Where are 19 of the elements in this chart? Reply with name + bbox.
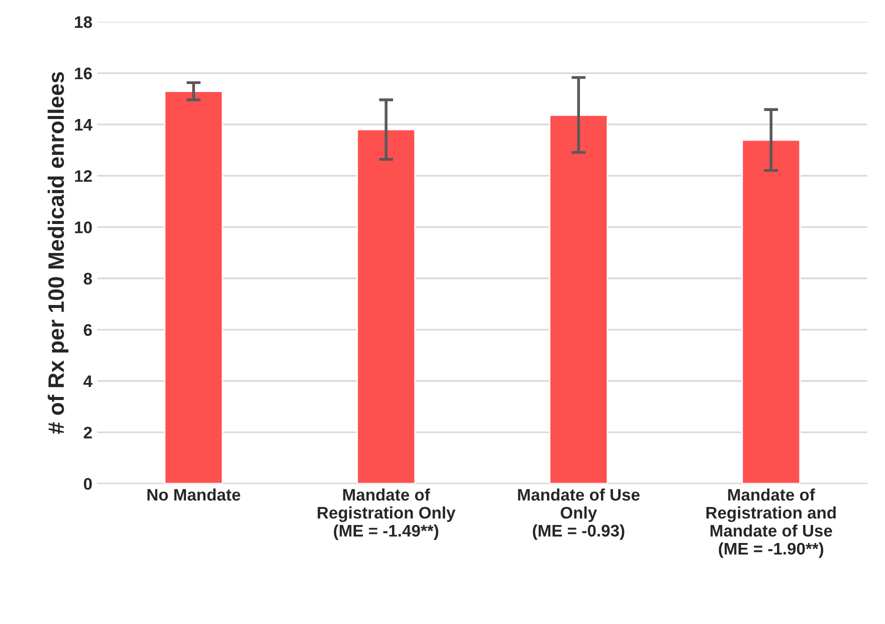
x-tick-label: No Mandate	[147, 488, 240, 501]
x-tick-label: Mandate of Registration Only (ME = -1.49**)	[318, 488, 456, 540]
y-axis-title: # of Rx per 100 Medicaid enrollees	[48, 72, 68, 434]
y-tick-label: 8	[84, 272, 92, 285]
x-tick-label: Mandate of Use Only (ME = -0.93)	[518, 488, 640, 540]
y-tick-label: 10	[75, 221, 92, 234]
y-tick-label: 12	[75, 170, 92, 182]
x-tick-label: Mandate of Registration and Mandate of Use (ME = -1.90**)	[706, 488, 836, 558]
bar	[549, 114, 608, 484]
y-tick-label: 14	[75, 119, 92, 130]
y-tick-label: 6	[84, 324, 92, 336]
y-tick-label: 2	[84, 426, 92, 438]
y-tick-label: 18	[75, 16, 92, 28]
y-tick-label: 0	[84, 478, 92, 490]
bar	[164, 90, 224, 484]
bar	[356, 128, 416, 484]
y-tick-label: 4	[83, 376, 92, 388]
y-tick-label: 16	[75, 68, 92, 80]
bar	[741, 139, 801, 484]
